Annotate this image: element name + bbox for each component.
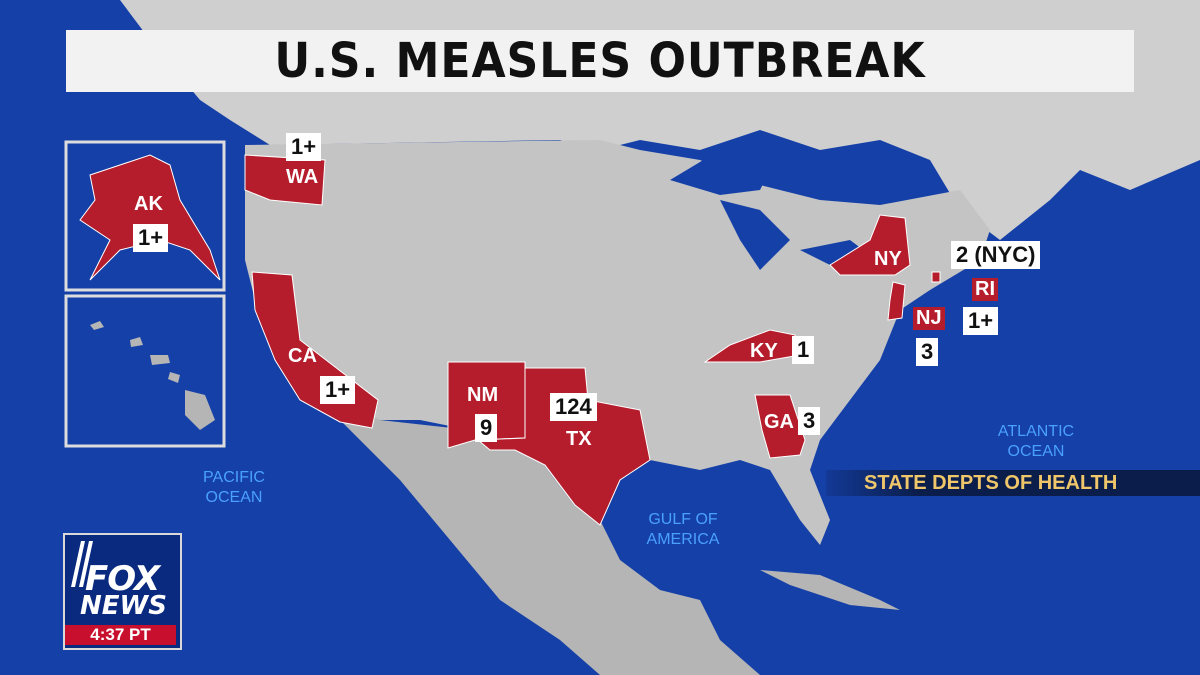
count-ny: 2 (NYC) [951,241,1041,269]
state-ga [754,394,806,459]
label-wa: WA [286,166,319,188]
logo-stripes-icon [71,541,93,587]
count-tx: 124 [550,393,597,421]
label-ny: NY [874,248,902,270]
label-tx: TX [566,428,592,450]
logo-fox-text: FOX [85,559,160,599]
source-bar: STATE DEPTS OF HEALTH [826,470,1200,496]
state-ri [931,271,941,283]
mexico-land [300,380,760,675]
count-nj: 3 [916,338,939,366]
source-label: STATE DEPTS OF HEALTH [864,472,1118,494]
logo-news-text: NEWS [80,591,167,621]
label-nj: NJ [913,307,945,330]
label-ri: RI [972,278,998,301]
state-ky [703,329,801,363]
count-ga: 3 [798,407,821,435]
label-ca: CA [288,345,317,367]
label-gulf: GULF OF AMERICA [646,511,720,548]
great-lakes [670,150,870,270]
state-nj [887,281,906,321]
cuba-land [760,570,900,610]
state-ny [829,214,911,276]
label-ky: KY [750,340,778,362]
count-nm: 9 [475,414,498,442]
label-ak: AK [134,193,163,215]
clock: 4:37 PT [65,625,176,645]
count-ak: 1+ [133,224,169,252]
label-atlantic-ocean: ATLANTIC OCEAN [997,423,1075,460]
count-wa: 1+ [286,133,322,161]
hawaii-islands [90,321,215,430]
label-nm: NM [467,384,499,406]
count-ri: 1+ [963,307,999,335]
count-ky: 1 [792,336,815,364]
state-ak [79,154,221,281]
label-ga: GA [764,411,794,433]
label-pacific-ocean: PACIFIC OCEAN [203,469,265,506]
count-ca: 1+ [320,376,356,404]
headline-bar: U.S. MEASLES OUTBREAK [66,30,1134,92]
headline: U.S. MEASLES OUTBREAK [274,33,926,89]
